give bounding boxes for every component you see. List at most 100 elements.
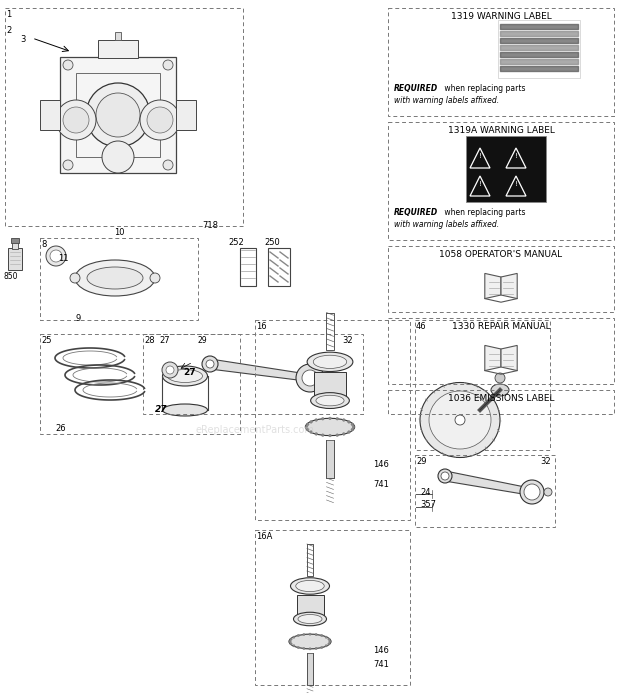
Bar (268, 248, 290, 286)
Ellipse shape (306, 419, 355, 436)
Text: 9: 9 (76, 314, 81, 323)
Text: 250: 250 (264, 238, 280, 247)
Circle shape (56, 100, 96, 140)
Circle shape (63, 107, 89, 133)
Ellipse shape (293, 612, 327, 626)
Circle shape (321, 417, 324, 420)
Ellipse shape (296, 580, 324, 592)
Text: 29: 29 (198, 336, 208, 345)
Bar (388, 246, 614, 312)
Circle shape (70, 273, 80, 283)
Circle shape (96, 93, 140, 137)
Text: 2: 2 (6, 26, 11, 35)
Text: 357: 357 (420, 500, 436, 509)
Circle shape (321, 647, 323, 649)
Bar (388, 8, 614, 116)
Circle shape (328, 638, 330, 640)
Text: !: ! (479, 181, 482, 187)
Text: with warning labels affixed.: with warning labels affixed. (394, 220, 499, 229)
Text: 1: 1 (6, 10, 11, 19)
Polygon shape (501, 345, 517, 371)
Text: 16A: 16A (256, 532, 272, 541)
Text: 1058 OPERATOR'S MANUAL: 1058 OPERATOR'S MANUAL (440, 250, 562, 259)
Bar (415, 320, 550, 450)
Circle shape (315, 432, 317, 435)
Circle shape (321, 434, 324, 437)
Text: !: ! (515, 153, 518, 159)
Text: 32: 32 (540, 457, 551, 466)
Circle shape (441, 472, 449, 480)
Circle shape (102, 141, 134, 173)
Bar (115, 32, 121, 40)
Text: 27: 27 (159, 336, 170, 345)
Circle shape (290, 638, 292, 640)
Circle shape (325, 636, 327, 638)
Circle shape (63, 60, 73, 70)
Text: 28: 28 (144, 336, 154, 345)
Text: 718: 718 (202, 221, 218, 230)
Circle shape (309, 648, 311, 650)
Circle shape (315, 633, 317, 635)
Circle shape (305, 426, 308, 428)
Circle shape (296, 364, 324, 392)
Bar (388, 318, 614, 384)
Circle shape (206, 360, 214, 368)
Text: 1330 REPAIR MANUAL: 1330 REPAIR MANUAL (452, 322, 551, 331)
Bar (5, 8, 243, 226)
Circle shape (352, 426, 355, 428)
Circle shape (293, 636, 295, 638)
Ellipse shape (420, 383, 500, 457)
Circle shape (310, 421, 312, 423)
Bar (388, 122, 614, 240)
Circle shape (202, 356, 218, 372)
Circle shape (495, 373, 505, 383)
Bar (176, 100, 196, 130)
Circle shape (329, 640, 331, 642)
Ellipse shape (313, 356, 347, 369)
Circle shape (315, 419, 317, 421)
Circle shape (86, 83, 150, 147)
Bar (98, 40, 138, 58)
Circle shape (455, 415, 465, 425)
Circle shape (351, 428, 353, 431)
Polygon shape (444, 471, 533, 495)
Text: 24: 24 (420, 488, 430, 497)
Circle shape (348, 421, 350, 423)
Bar (12, 242, 18, 249)
Bar (240, 248, 256, 286)
Bar (466, 136, 546, 202)
Bar (296, 595, 324, 617)
Ellipse shape (291, 578, 329, 595)
Bar (327, 440, 334, 478)
Circle shape (163, 160, 173, 170)
Bar (307, 653, 313, 685)
Polygon shape (485, 345, 501, 371)
Ellipse shape (75, 260, 155, 296)
Text: REQUIRED: REQUIRED (394, 208, 438, 217)
Circle shape (162, 362, 178, 378)
Text: 27: 27 (155, 405, 167, 414)
Text: with warning labels affixed.: with warning labels affixed. (394, 96, 499, 105)
Circle shape (306, 423, 309, 426)
Text: 27: 27 (183, 368, 196, 377)
Circle shape (329, 417, 331, 420)
Circle shape (325, 644, 327, 647)
Text: 850: 850 (3, 272, 17, 281)
Bar (314, 372, 346, 398)
Circle shape (336, 417, 339, 420)
Ellipse shape (162, 404, 208, 416)
Ellipse shape (307, 352, 353, 371)
Circle shape (297, 647, 299, 649)
Text: 26: 26 (55, 424, 66, 433)
Text: 16: 16 (256, 322, 267, 331)
Bar (498, 20, 580, 78)
Circle shape (544, 488, 552, 496)
Ellipse shape (87, 267, 143, 289)
Text: 32: 32 (342, 336, 353, 345)
Polygon shape (485, 274, 501, 299)
Text: 252: 252 (228, 238, 244, 247)
Ellipse shape (167, 369, 203, 383)
Circle shape (163, 60, 173, 70)
Text: eReplacementParts.com: eReplacementParts.com (195, 425, 314, 435)
Circle shape (309, 633, 311, 635)
